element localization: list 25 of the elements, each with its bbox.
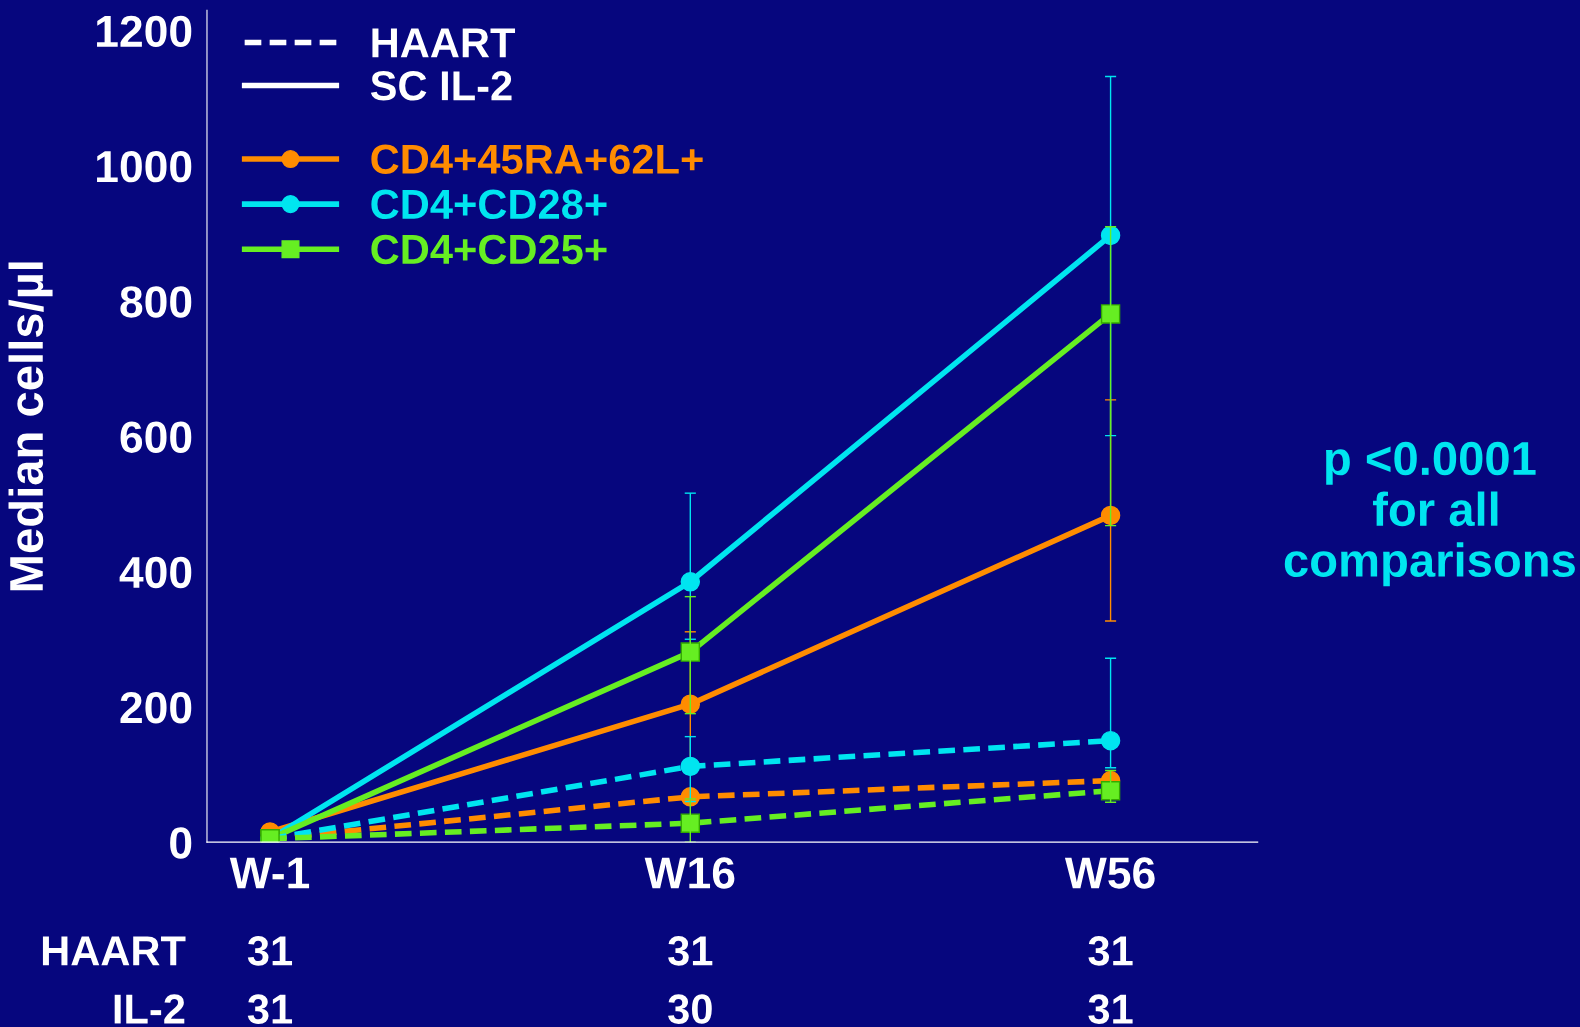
y-axis-title: Median cells/µl bbox=[8, 262, 53, 591]
text: IL-2 bbox=[114, 994, 185, 1024]
x-tick-label: W-1 bbox=[229, 857, 310, 889]
text: 31 bbox=[1088, 936, 1133, 966]
text: 31 bbox=[247, 936, 293, 966]
legend-label: CD4+CD28+ bbox=[371, 189, 607, 220]
y-tick-label: 400 bbox=[119, 556, 192, 589]
y-tick-label: 1200 bbox=[97, 15, 192, 48]
y-tick-label: 600 bbox=[120, 421, 192, 453]
legend-label: CD4+CD25+ bbox=[371, 234, 607, 265]
x-tick-label: W16 bbox=[644, 857, 735, 889]
text: 31 bbox=[247, 994, 293, 1024]
legend-label: CD4+45RA+62L+ bbox=[371, 144, 703, 174]
text: 30 bbox=[668, 994, 712, 1024]
y-tick-label: 800 bbox=[120, 286, 192, 318]
annotation: SC IL-2 bbox=[370, 71, 512, 101]
text: HAART bbox=[42, 936, 186, 966]
text: p <0.0001 for all comparisons bbox=[1284, 441, 1575, 587]
y-tick-label: 0 bbox=[170, 827, 192, 859]
y-tick-label: 200 bbox=[120, 691, 192, 724]
text: 31 bbox=[668, 936, 713, 966]
x-tick-label: W56 bbox=[1064, 857, 1155, 889]
annotation: HAART bbox=[372, 28, 516, 58]
text: 31 bbox=[1088, 994, 1133, 1024]
y-tick-label: 1000 bbox=[97, 150, 192, 183]
